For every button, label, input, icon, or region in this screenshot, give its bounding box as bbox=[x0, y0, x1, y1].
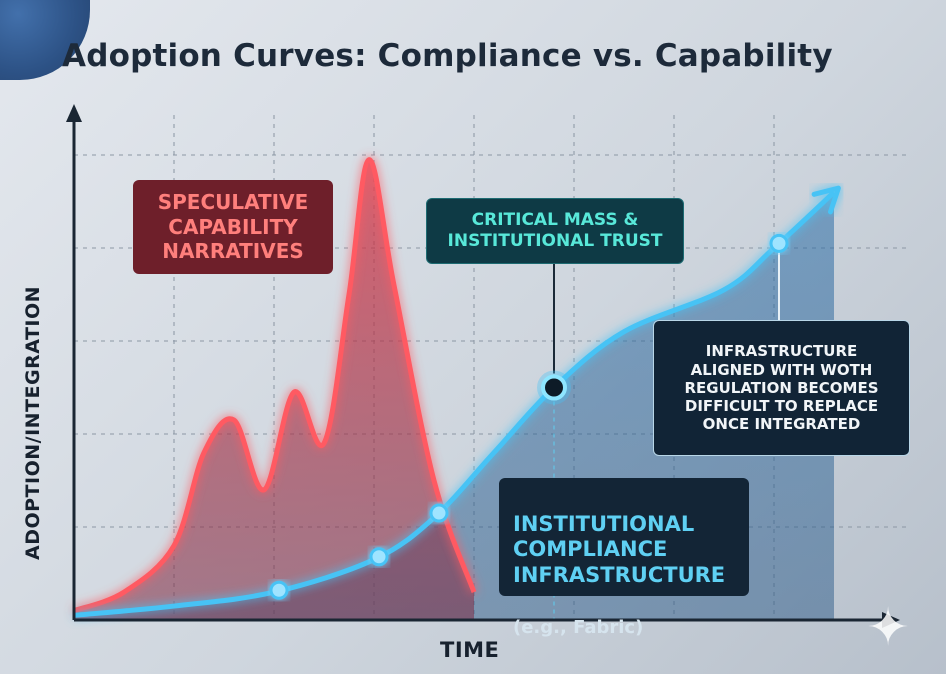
x-axis-label: TIME bbox=[440, 638, 500, 662]
institutional-callout: INSTITUTIONAL COMPLIANCE INFRASTRUCTURE … bbox=[499, 478, 749, 638]
institutional-callout-text: INSTITUTIONAL COMPLIANCE INFRASTRUCTURE bbox=[513, 511, 726, 587]
critical-mass-point bbox=[541, 374, 567, 401]
compliance-point-marker bbox=[369, 547, 389, 567]
institutional-callout-sub: (e.g., Fabric) bbox=[513, 617, 644, 639]
callout-connectors bbox=[553, 251, 780, 620]
speculative-area bbox=[74, 159, 474, 620]
compliance-arrowhead bbox=[811, 185, 841, 215]
compliance-point-marker bbox=[429, 503, 449, 523]
infrastructure-callout-text: INFRASTRUCTURE ALIGNED WITH WOTH REGULAT… bbox=[684, 342, 879, 434]
sparkle-icon: ✦ bbox=[866, 598, 910, 658]
critical-mass-callout: CRITICAL MASS & INSTITUTIONAL TRUST bbox=[426, 198, 684, 264]
y-axis-label: ADOPTION/INTEGRATION bbox=[22, 285, 44, 560]
speculative-line bbox=[73, 157, 477, 614]
compliance-point-marker bbox=[769, 233, 789, 253]
speculative-callout-text: SPECULATIVE CAPABILITY NARRATIVES bbox=[157, 190, 309, 264]
x-axis-arrow bbox=[882, 612, 900, 628]
compliance-point-marker bbox=[269, 580, 289, 600]
speculative-callout: SPECULATIVE CAPABILITY NARRATIVES bbox=[133, 180, 333, 274]
chart-title: Adoption Curves: Compliance vs. Capabili… bbox=[62, 38, 833, 74]
compliance-line bbox=[73, 190, 836, 618]
infrastructure-callout: INFRASTRUCTURE ALIGNED WITH WOTH REGULAT… bbox=[653, 320, 910, 456]
critical-mass-callout-text: CRITICAL MASS & INSTITUTIONAL TRUST bbox=[447, 210, 663, 251]
compliance-markers bbox=[269, 185, 841, 600]
y-axis-arrow bbox=[66, 104, 82, 122]
axes bbox=[66, 104, 900, 628]
